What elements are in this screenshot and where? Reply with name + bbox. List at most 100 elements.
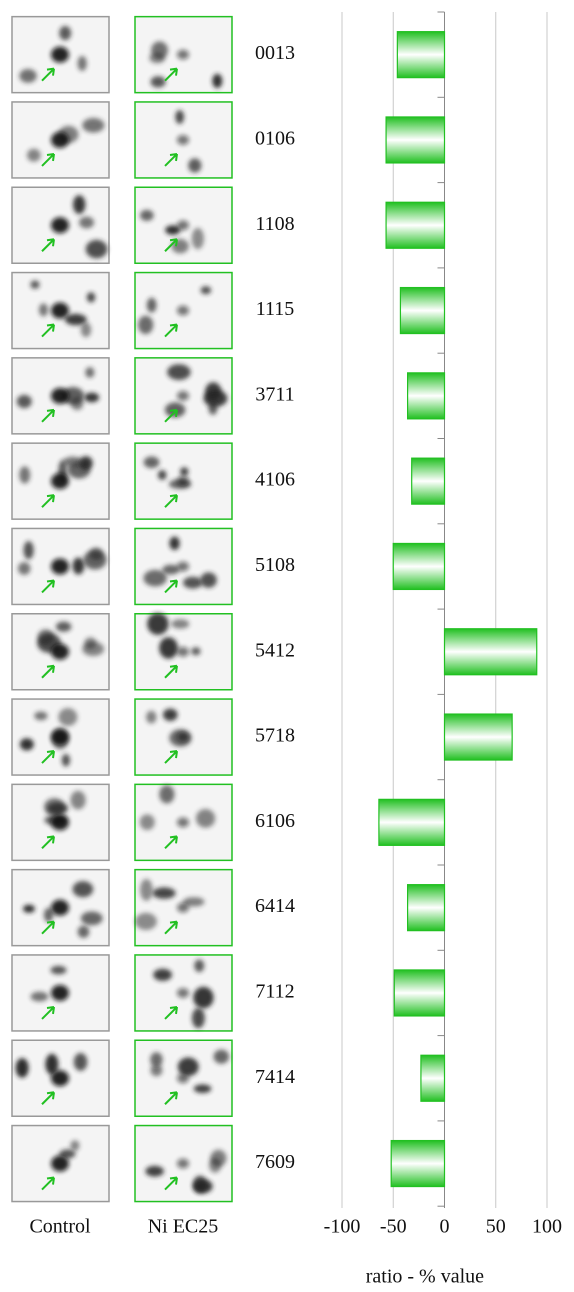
gel-spot	[177, 391, 189, 401]
gel-spot	[177, 135, 189, 145]
gel-image	[135, 273, 232, 349]
gel-spot	[196, 809, 215, 828]
gel-spot	[209, 1158, 221, 1173]
gel-spot	[201, 286, 212, 294]
gel-spot	[30, 280, 39, 288]
category-label: 5412	[255, 639, 295, 661]
gel-image	[135, 784, 232, 860]
gel-spot	[51, 473, 69, 489]
gel-image	[12, 358, 109, 434]
bar	[412, 458, 445, 504]
gel-spot	[178, 1058, 199, 1077]
gel-image	[12, 955, 109, 1031]
gel-image	[135, 870, 232, 946]
gel-spot	[150, 1052, 162, 1067]
gel-spot	[180, 467, 188, 476]
gel-spot	[158, 470, 167, 480]
gel-spot	[78, 926, 90, 938]
gel-spot	[79, 217, 94, 229]
gel-spot	[162, 565, 179, 575]
gel-image	[135, 17, 232, 93]
gel-spot	[73, 558, 85, 575]
gel-spot	[159, 637, 178, 658]
gel-spot	[39, 303, 48, 316]
gel-spot	[153, 969, 172, 981]
gel-spot	[51, 303, 69, 319]
gel-spot	[20, 738, 34, 750]
gel-spot	[177, 647, 189, 657]
gel-spot	[212, 74, 222, 88]
gel-spot	[84, 393, 99, 403]
gel-spot	[51, 985, 69, 1001]
gel-spot	[27, 149, 41, 162]
gel-spot	[74, 1053, 88, 1071]
gel-spot	[177, 1073, 189, 1083]
gel-spot	[31, 992, 49, 1002]
gel-spot	[51, 132, 69, 148]
gel-spot	[87, 292, 95, 302]
gel-image	[135, 613, 232, 690]
gel-image	[12, 443, 109, 519]
gel-spot	[140, 879, 153, 901]
gel-spot	[51, 644, 69, 660]
gel-spot	[193, 1180, 213, 1194]
gel-image	[12, 1126, 109, 1202]
gel-image	[135, 699, 232, 775]
gel-spot	[51, 558, 69, 574]
gel-spot	[145, 1166, 163, 1177]
gel-spot	[144, 457, 160, 469]
gel-spot	[146, 711, 156, 724]
gel-image	[12, 528, 109, 604]
gel-spot	[51, 814, 69, 830]
gel-spot	[19, 466, 30, 483]
gel-spot	[51, 729, 69, 745]
gel-spot	[151, 41, 168, 58]
gel-spot	[18, 562, 30, 575]
x-tick-label: -50	[380, 1216, 407, 1238]
gel-spot	[147, 298, 157, 313]
bar	[386, 202, 444, 248]
bar	[394, 970, 444, 1016]
gel-image	[135, 955, 232, 1031]
gel-spot	[169, 537, 179, 550]
bar	[445, 714, 513, 760]
gel-spot	[59, 26, 71, 40]
category-label: 7414	[255, 1066, 295, 1088]
gel-spot	[81, 322, 91, 337]
gel-spot	[140, 814, 155, 830]
gel-image	[135, 1040, 232, 1116]
gel-spot	[177, 988, 189, 998]
gel-spot	[78, 56, 87, 71]
gel-image	[12, 614, 109, 690]
x-tick-label: 100	[532, 1216, 562, 1238]
gel-spot	[51, 966, 67, 974]
bar	[400, 288, 444, 334]
gel-spot	[147, 613, 168, 635]
category-label: 4106	[255, 469, 295, 491]
gel-spot	[82, 118, 104, 133]
gel-spot	[194, 959, 204, 972]
bar	[408, 373, 445, 419]
gel-spot	[70, 1140, 79, 1150]
bar	[397, 32, 444, 78]
gel-image	[135, 102, 232, 178]
gel-spot	[79, 456, 93, 470]
bar	[391, 1141, 444, 1187]
gel-spot	[24, 541, 34, 559]
category-label: 1115	[256, 298, 295, 320]
bar	[393, 543, 444, 589]
gel-spot	[177, 817, 189, 827]
gel-image	[12, 784, 109, 860]
gel-spot	[159, 785, 174, 803]
category-label: 5718	[255, 725, 295, 747]
x-tick-label: 50	[486, 1216, 506, 1238]
gel-spot	[23, 905, 35, 913]
gel-spot	[177, 903, 189, 913]
gel-spot	[177, 1159, 189, 1169]
gel-spot	[86, 240, 108, 258]
gel-spot	[188, 158, 201, 172]
category-label: 3711	[255, 383, 294, 405]
gel-spot	[214, 1050, 230, 1064]
gel-spot	[73, 195, 85, 214]
gel-spot	[140, 210, 154, 221]
